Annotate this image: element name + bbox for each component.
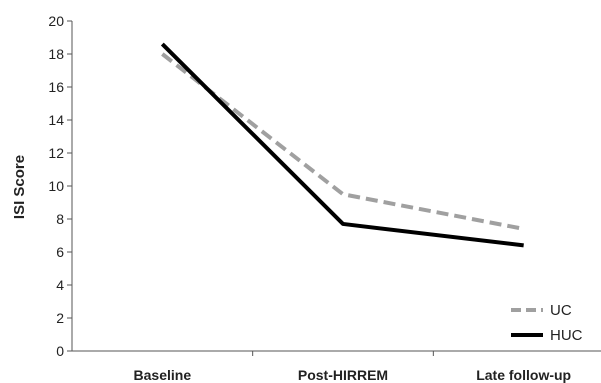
y-tick-label: 18	[48, 46, 64, 62]
x-category-label: Late follow-up	[476, 367, 571, 383]
legend: UC HUC	[511, 302, 583, 344]
y-tick-label: 8	[56, 211, 64, 227]
series-line-uc	[161, 52, 525, 231]
series-line-huc	[160, 42, 524, 248]
y-tick-label: 0	[56, 343, 64, 359]
x-category-labels: Baseline Post-HIRREM Late follow-up	[134, 367, 572, 383]
y-tick-label: 10	[48, 178, 64, 194]
series-layer	[160, 42, 525, 248]
y-tick-label: 14	[48, 112, 64, 128]
y-tick-labels: 0 2 4 6 8 10 12 14 16 18 20	[48, 13, 64, 359]
y-tick-label: 20	[48, 13, 64, 29]
x-category-label: Baseline	[134, 367, 192, 383]
legend-label-uc: UC	[550, 302, 572, 319]
y-axis-title: ISI Score	[11, 155, 28, 219]
y-tick-label: 12	[48, 145, 64, 161]
legend-label-huc: HUC	[550, 327, 583, 344]
y-tick-label: 6	[56, 244, 64, 260]
x-category-label: Post-HIRREM	[298, 367, 388, 383]
y-tick-label: 16	[48, 79, 64, 95]
y-tick-label: 2	[56, 310, 64, 326]
axes	[67, 20, 601, 356]
y-tick-label: 4	[56, 277, 64, 293]
